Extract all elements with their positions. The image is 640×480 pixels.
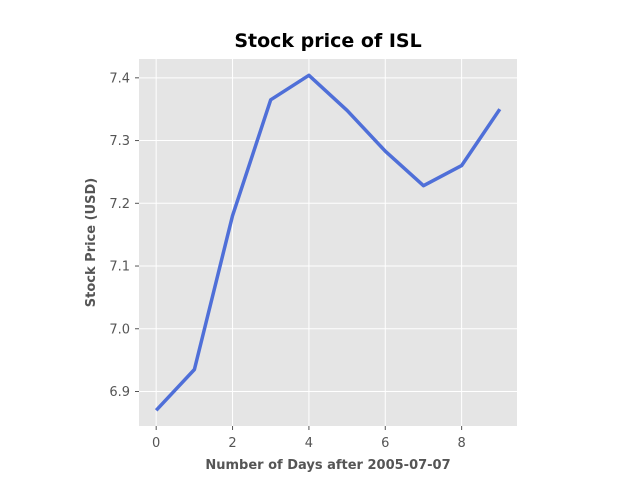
y-tick-label: 7.0 — [109, 322, 130, 337]
y-tick-label: 6.9 — [109, 385, 130, 400]
y-axis-label: Stock Price (USD) — [84, 178, 99, 307]
y-tick-label: 7.4 — [109, 71, 130, 86]
axis-ticks: 0 2 4 6 8 6.9 7.0 7.1 7.2 7.3 7.4 — [109, 71, 465, 451]
y-tick-label: 7.3 — [109, 134, 130, 149]
grid — [139, 59, 517, 426]
series-line — [154, 73, 502, 412]
x-axis-label: Number of Days after 2005-07-07 — [205, 458, 450, 473]
y-tick-label: 7.1 — [109, 260, 130, 275]
x-tick-label: 8 — [457, 436, 465, 451]
plot-area — [139, 59, 517, 426]
x-tick-label: 6 — [381, 436, 389, 451]
chart-title: Stock price of ISL — [234, 30, 421, 52]
x-tick-label: 0 — [152, 436, 160, 451]
y-tick-label: 7.2 — [109, 197, 130, 212]
x-tick-label: 2 — [228, 436, 236, 451]
series-group — [154, 73, 502, 412]
x-tick-label: 4 — [305, 436, 313, 451]
